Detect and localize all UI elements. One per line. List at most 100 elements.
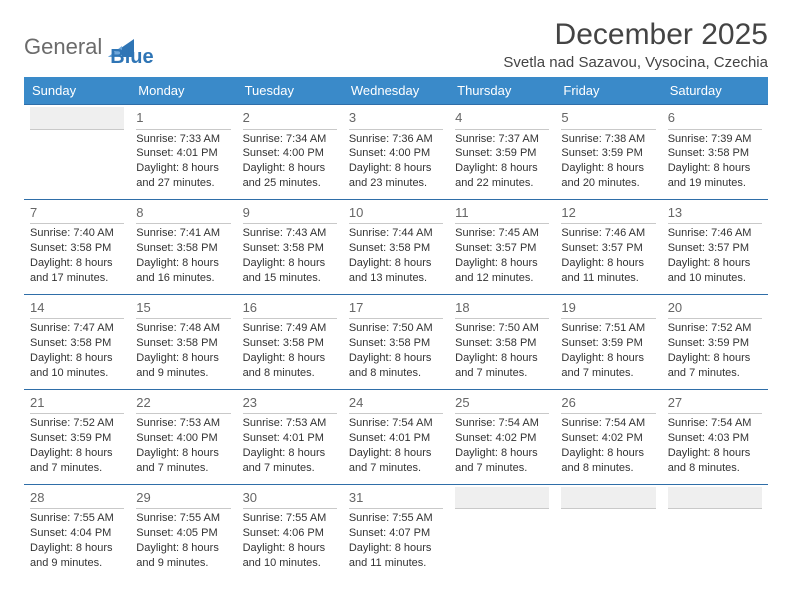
sunset-line: Sunset: 3:59 PM	[30, 431, 124, 446]
daylight-line: Daylight: 8 hours and 7 minutes.	[243, 446, 337, 476]
sunrise-line: Sunrise: 7:45 AM	[455, 226, 549, 241]
sunset-line: Sunset: 4:00 PM	[349, 146, 443, 161]
calendar-day-cell: 5Sunrise: 7:38 AMSunset: 3:59 PMDaylight…	[555, 105, 661, 200]
daylight-line: Daylight: 8 hours and 11 minutes.	[561, 256, 655, 286]
day-number: 28	[30, 487, 124, 510]
calendar-header: Sunday Monday Tuesday Wednesday Thursday…	[24, 77, 768, 105]
daylight-line: Daylight: 8 hours and 8 minutes.	[243, 351, 337, 381]
sunrise-line: Sunrise: 7:55 AM	[349, 511, 443, 526]
weekday-header: Thursday	[449, 77, 555, 105]
sunrise-line: Sunrise: 7:39 AM	[668, 132, 762, 147]
sunset-line: Sunset: 3:59 PM	[668, 336, 762, 351]
daylight-line: Daylight: 8 hours and 7 minutes.	[136, 446, 230, 476]
calendar-day-cell: 7Sunrise: 7:40 AMSunset: 3:58 PMDaylight…	[24, 199, 130, 294]
weekday-header: Saturday	[662, 77, 768, 105]
sunrise-line: Sunrise: 7:36 AM	[349, 132, 443, 147]
header-row: General Blue December 2025 Svetla nad Sa…	[24, 18, 768, 71]
daylight-line: Daylight: 8 hours and 7 minutes.	[561, 351, 655, 381]
day-number: 20	[668, 297, 762, 320]
calendar-day-cell: 1Sunrise: 7:33 AMSunset: 4:01 PMDaylight…	[130, 105, 236, 200]
sunset-line: Sunset: 3:58 PM	[243, 336, 337, 351]
sunset-line: Sunset: 3:58 PM	[30, 336, 124, 351]
location-subtitle: Svetla nad Sazavou, Vysocina, Czechia	[503, 54, 768, 71]
calendar-day-cell: 22Sunrise: 7:53 AMSunset: 4:00 PMDayligh…	[130, 389, 236, 484]
calendar-week-row: 7Sunrise: 7:40 AMSunset: 3:58 PMDaylight…	[24, 199, 768, 294]
sunrise-line: Sunrise: 7:50 AM	[349, 321, 443, 336]
sunrise-line: Sunrise: 7:48 AM	[136, 321, 230, 336]
daylight-line: Daylight: 8 hours and 7 minutes.	[455, 351, 549, 381]
day-detail: Sunrise: 7:34 AMSunset: 4:00 PMDaylight:…	[243, 132, 337, 191]
day-number	[455, 487, 549, 510]
daylight-line: Daylight: 8 hours and 12 minutes.	[455, 256, 549, 286]
weekday-header: Tuesday	[237, 77, 343, 105]
calendar-day-cell: 15Sunrise: 7:48 AMSunset: 3:58 PMDayligh…	[130, 294, 236, 389]
day-detail: Sunrise: 7:43 AMSunset: 3:58 PMDaylight:…	[243, 226, 337, 285]
day-number: 30	[243, 487, 337, 510]
sunset-line: Sunset: 3:58 PM	[136, 336, 230, 351]
calendar-day-cell: 4Sunrise: 7:37 AMSunset: 3:59 PMDaylight…	[449, 105, 555, 200]
sunrise-line: Sunrise: 7:54 AM	[668, 416, 762, 431]
calendar-day-cell: 29Sunrise: 7:55 AMSunset: 4:05 PMDayligh…	[130, 484, 236, 578]
day-detail: Sunrise: 7:50 AMSunset: 3:58 PMDaylight:…	[349, 321, 443, 380]
day-number: 18	[455, 297, 549, 320]
sunset-line: Sunset: 3:59 PM	[561, 146, 655, 161]
calendar-day-cell: 11Sunrise: 7:45 AMSunset: 3:57 PMDayligh…	[449, 199, 555, 294]
day-detail: Sunrise: 7:40 AMSunset: 3:58 PMDaylight:…	[30, 226, 124, 285]
calendar-day-cell: 31Sunrise: 7:55 AMSunset: 4:07 PMDayligh…	[343, 484, 449, 578]
day-detail: Sunrise: 7:52 AMSunset: 3:59 PMDaylight:…	[30, 416, 124, 475]
day-detail: Sunrise: 7:45 AMSunset: 3:57 PMDaylight:…	[455, 226, 549, 285]
calendar-day-cell	[555, 484, 661, 578]
daylight-line: Daylight: 8 hours and 27 minutes.	[136, 161, 230, 191]
day-number: 13	[668, 202, 762, 225]
weekday-header: Sunday	[24, 77, 130, 105]
calendar-day-cell: 28Sunrise: 7:55 AMSunset: 4:04 PMDayligh…	[24, 484, 130, 578]
daylight-line: Daylight: 8 hours and 19 minutes.	[668, 161, 762, 191]
sunrise-line: Sunrise: 7:46 AM	[561, 226, 655, 241]
sunset-line: Sunset: 4:02 PM	[561, 431, 655, 446]
day-detail: Sunrise: 7:33 AMSunset: 4:01 PMDaylight:…	[136, 132, 230, 191]
day-number: 16	[243, 297, 337, 320]
sunrise-line: Sunrise: 7:44 AM	[349, 226, 443, 241]
daylight-line: Daylight: 8 hours and 16 minutes.	[136, 256, 230, 286]
daylight-line: Daylight: 8 hours and 20 minutes.	[561, 161, 655, 191]
sunset-line: Sunset: 3:59 PM	[561, 336, 655, 351]
calendar-day-cell: 14Sunrise: 7:47 AMSunset: 3:58 PMDayligh…	[24, 294, 130, 389]
sunset-line: Sunset: 4:06 PM	[243, 526, 337, 541]
day-detail: Sunrise: 7:49 AMSunset: 3:58 PMDaylight:…	[243, 321, 337, 380]
weekday-header: Friday	[555, 77, 661, 105]
daylight-line: Daylight: 8 hours and 13 minutes.	[349, 256, 443, 286]
day-detail: Sunrise: 7:55 AMSunset: 4:05 PMDaylight:…	[136, 511, 230, 570]
month-title: December 2025	[503, 18, 768, 52]
day-number: 24	[349, 392, 443, 415]
calendar-day-cell: 24Sunrise: 7:54 AMSunset: 4:01 PMDayligh…	[343, 389, 449, 484]
day-number: 26	[561, 392, 655, 415]
calendar-table: Sunday Monday Tuesday Wednesday Thursday…	[24, 77, 768, 579]
day-detail: Sunrise: 7:37 AMSunset: 3:59 PMDaylight:…	[455, 132, 549, 191]
day-detail: Sunrise: 7:55 AMSunset: 4:06 PMDaylight:…	[243, 511, 337, 570]
sunset-line: Sunset: 3:58 PM	[668, 146, 762, 161]
day-number: 1	[136, 107, 230, 130]
calendar-day-cell: 27Sunrise: 7:54 AMSunset: 4:03 PMDayligh…	[662, 389, 768, 484]
brand-word-2: Blue	[110, 46, 153, 69]
day-detail: Sunrise: 7:53 AMSunset: 4:00 PMDaylight:…	[136, 416, 230, 475]
calendar-day-cell: 17Sunrise: 7:50 AMSunset: 3:58 PMDayligh…	[343, 294, 449, 389]
calendar-day-cell: 13Sunrise: 7:46 AMSunset: 3:57 PMDayligh…	[662, 199, 768, 294]
calendar-day-cell: 3Sunrise: 7:36 AMSunset: 4:00 PMDaylight…	[343, 105, 449, 200]
calendar-day-cell: 18Sunrise: 7:50 AMSunset: 3:58 PMDayligh…	[449, 294, 555, 389]
brand-logo: General Blue	[24, 24, 154, 69]
sunset-line: Sunset: 4:01 PM	[243, 431, 337, 446]
day-number: 2	[243, 107, 337, 130]
day-number: 27	[668, 392, 762, 415]
daylight-line: Daylight: 8 hours and 8 minutes.	[561, 446, 655, 476]
day-number: 9	[243, 202, 337, 225]
day-detail: Sunrise: 7:39 AMSunset: 3:58 PMDaylight:…	[668, 132, 762, 191]
sunrise-line: Sunrise: 7:52 AM	[30, 416, 124, 431]
daylight-line: Daylight: 8 hours and 15 minutes.	[243, 256, 337, 286]
day-number: 25	[455, 392, 549, 415]
sunset-line: Sunset: 3:58 PM	[243, 241, 337, 256]
day-number: 31	[349, 487, 443, 510]
day-number: 29	[136, 487, 230, 510]
day-detail: Sunrise: 7:55 AMSunset: 4:07 PMDaylight:…	[349, 511, 443, 570]
sunset-line: Sunset: 4:05 PM	[136, 526, 230, 541]
sunset-line: Sunset: 3:58 PM	[136, 241, 230, 256]
